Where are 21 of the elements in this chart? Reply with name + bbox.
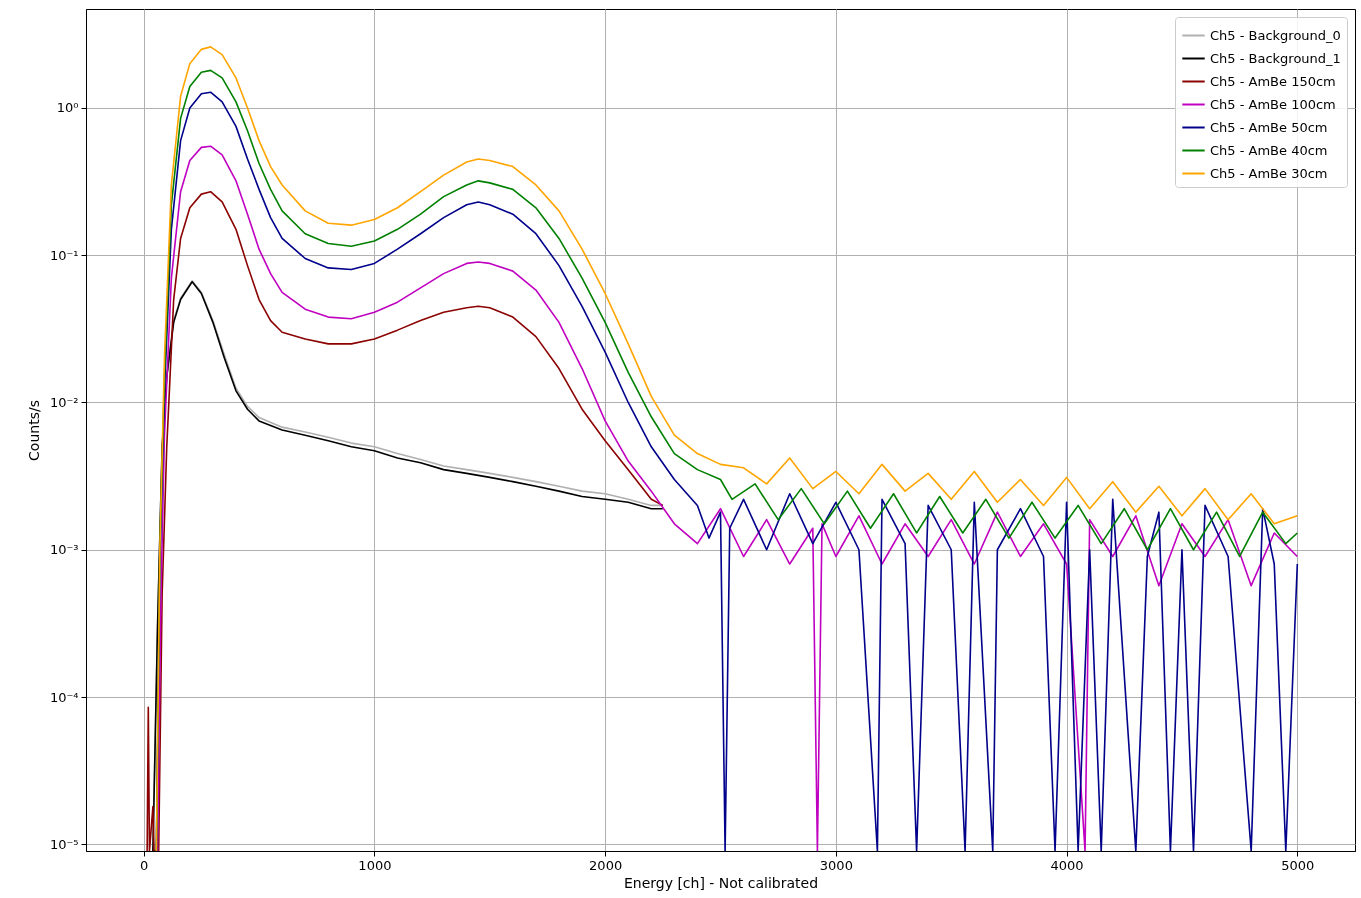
x-tick-label: 2000 (589, 857, 623, 873)
x-axis-title: Energy [ch] - Not calibrated (623, 874, 819, 891)
y-tick-label: 10⁰ (56, 100, 79, 116)
legend-label: Ch5 - AmBe 100cm (1210, 96, 1336, 112)
x-tick-label: 1000 (358, 857, 392, 873)
y-tick-label: 10⁻² (49, 394, 79, 410)
legend-label: Ch5 - AmBe 40cm (1210, 142, 1328, 158)
y-tick-label: 10⁻³ (49, 542, 79, 558)
legend-label: Ch5 - Background_1 (1210, 50, 1341, 66)
x-tick-label: 0 (140, 857, 149, 873)
y-tick-label: 10⁻¹ (49, 247, 79, 263)
x-tick-label: 3000 (819, 857, 853, 873)
y-tick-label: 10⁻⁵ (49, 836, 79, 852)
x-tick-label: 4000 (1050, 857, 1084, 873)
y-axis-title: Counts/s (25, 400, 42, 461)
legend-label: Ch5 - AmBe 50cm (1210, 119, 1328, 135)
legend-label: Ch5 - Background_0 (1210, 27, 1341, 43)
legend-label: Ch5 - AmBe 150cm (1210, 73, 1336, 89)
legend-label: Ch5 - AmBe 30cm (1210, 165, 1328, 181)
y-tick-label: 10⁻⁴ (49, 689, 79, 705)
x-tick-label: 5000 (1281, 857, 1315, 873)
